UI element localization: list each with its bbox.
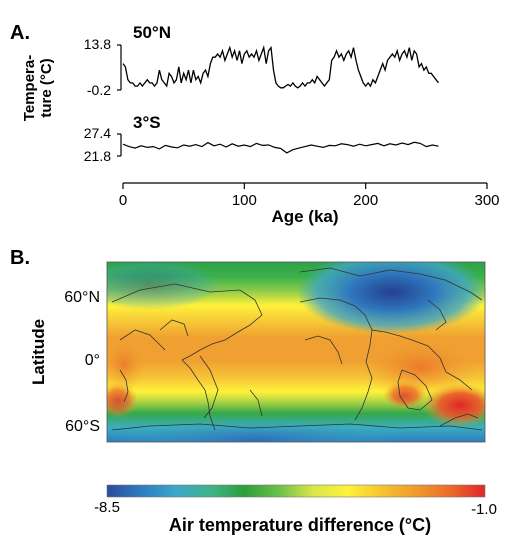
x-tick-label: 100: [232, 192, 257, 209]
latitude-tick-60n: 60°N: [64, 289, 100, 306]
series-label-3s: 3°S: [133, 113, 161, 132]
heatmap-field: [107, 262, 485, 442]
coastlines: [111, 267, 483, 431]
x-tick-label: 0: [119, 192, 127, 209]
colorbar: [106, 484, 486, 498]
tick-label-3s-high: 27.4: [84, 125, 111, 141]
tick-label-3s-low: 21.8: [84, 148, 111, 164]
x-tick-label: 200: [353, 192, 378, 209]
panel-a-chart: Tempera-ture (°C) 13.8 -0.2 50°N 27.4 21…: [21, 23, 500, 226]
series-line-50n: [122, 45, 440, 89]
panel-b-ylabel: Latitude: [29, 319, 48, 385]
tick-label-50n-low: -0.2: [87, 82, 111, 98]
panel-a-xlabel: Age (ka): [271, 207, 338, 226]
series-line-3s: [122, 141, 439, 154]
panel-a-ylabel: Tempera-ture (°C): [21, 55, 55, 121]
latitude-tick-0: 0°: [85, 352, 100, 369]
panel-a-label: A.: [10, 22, 30, 44]
series-label-50n: 50°N: [133, 23, 171, 42]
panel-b-chart: Latitude 60°N 0° 60°S -8.5 -1.0 Air temp…: [29, 261, 497, 535]
map-frame: [106, 261, 486, 443]
colorbar-max-label: -1.0: [471, 501, 497, 518]
x-tick-label: 300: [474, 192, 499, 209]
latitude-tick-60s: 60°S: [65, 418, 100, 435]
panel-b-label: B.: [10, 247, 30, 269]
colorbar-min-label: -8.5: [94, 499, 120, 516]
colorbar-title: Air temperature difference (°C): [169, 515, 431, 535]
tick-label-50n-high: 13.8: [84, 36, 111, 52]
